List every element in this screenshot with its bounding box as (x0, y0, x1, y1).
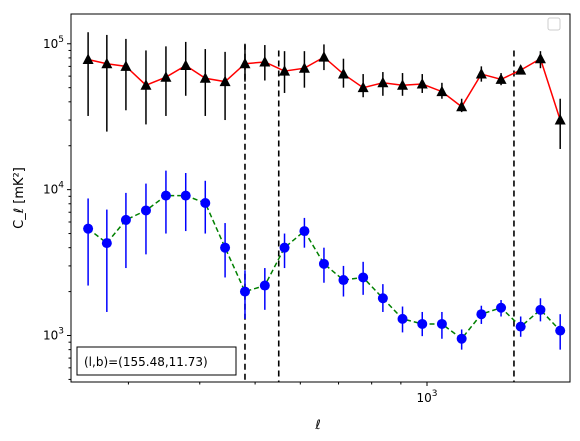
series-1-marker (101, 238, 112, 249)
series-1-marker (200, 197, 211, 208)
series-0-marker (298, 62, 310, 73)
legend-box (547, 17, 561, 31)
series-0-marker (101, 57, 113, 69)
series-1-marker (140, 205, 151, 216)
series-1-marker (279, 242, 290, 253)
y-tick-label: 103 (43, 327, 64, 343)
series-1-marker (555, 325, 566, 336)
series-1-marker (259, 280, 270, 291)
series-1-marker (397, 313, 408, 324)
series-1-marker (515, 321, 526, 332)
series-0-marker (140, 79, 152, 90)
y-axis-label: C_ℓ [mK²] (12, 167, 27, 229)
series-1 (83, 170, 566, 350)
series-1-marker (358, 272, 369, 283)
annotation-text: (l,b)=(155.48,11.73) (84, 355, 208, 369)
series-0-marker (259, 55, 271, 67)
series-1-marker (417, 318, 428, 329)
series-0-marker (160, 71, 172, 82)
series-0-marker (279, 65, 291, 76)
series-0-marker (180, 59, 192, 70)
series-0-marker (377, 76, 389, 88)
x-tick-label: 103 (416, 389, 437, 405)
series-1-marker (476, 309, 487, 320)
series-1-marker (338, 275, 349, 286)
series-0-marker (82, 53, 94, 65)
series-0-marker (219, 75, 231, 87)
series-0-marker (120, 60, 132, 71)
series-0-marker (416, 77, 428, 89)
series-0-marker (239, 57, 251, 69)
y-tick-label: 104 (43, 181, 64, 197)
series-1-marker (239, 286, 250, 297)
series-1-marker (83, 223, 94, 234)
y-tick-label: 105 (43, 35, 64, 51)
series-1-marker (180, 190, 191, 201)
series-0-marker (475, 68, 487, 79)
series-1-marker (160, 190, 171, 201)
series-0 (82, 32, 566, 149)
axes-frame (70, 13, 571, 383)
series-1-marker (318, 258, 329, 269)
series-0-marker (554, 114, 566, 125)
x-axis-label: ℓ (314, 418, 320, 433)
series-1-marker (535, 304, 546, 315)
series-0-marker (495, 73, 507, 84)
series-1-marker (120, 214, 131, 225)
annotation-frame (76, 346, 237, 376)
series-1-marker (299, 226, 310, 237)
series-1-marker (496, 302, 507, 313)
series-0-marker (199, 72, 211, 83)
series-0-marker (318, 51, 330, 62)
series-1-marker (456, 333, 467, 344)
series-0-marker (436, 85, 448, 97)
series-0-marker (337, 68, 349, 79)
series-0-marker (534, 52, 546, 64)
series-0-marker (397, 79, 409, 90)
series-0-marker (357, 81, 369, 93)
series-0-marker (515, 64, 527, 75)
axis-ticks: 103 104 105 103 (43, 35, 438, 405)
series-1-marker (377, 293, 388, 304)
series-0-marker (456, 100, 468, 112)
plot-area (82, 32, 566, 382)
series-1-marker (220, 242, 231, 253)
series-1-marker (436, 318, 447, 329)
annotation-box: (l,b)=(155.48,11.73) (76, 346, 237, 376)
